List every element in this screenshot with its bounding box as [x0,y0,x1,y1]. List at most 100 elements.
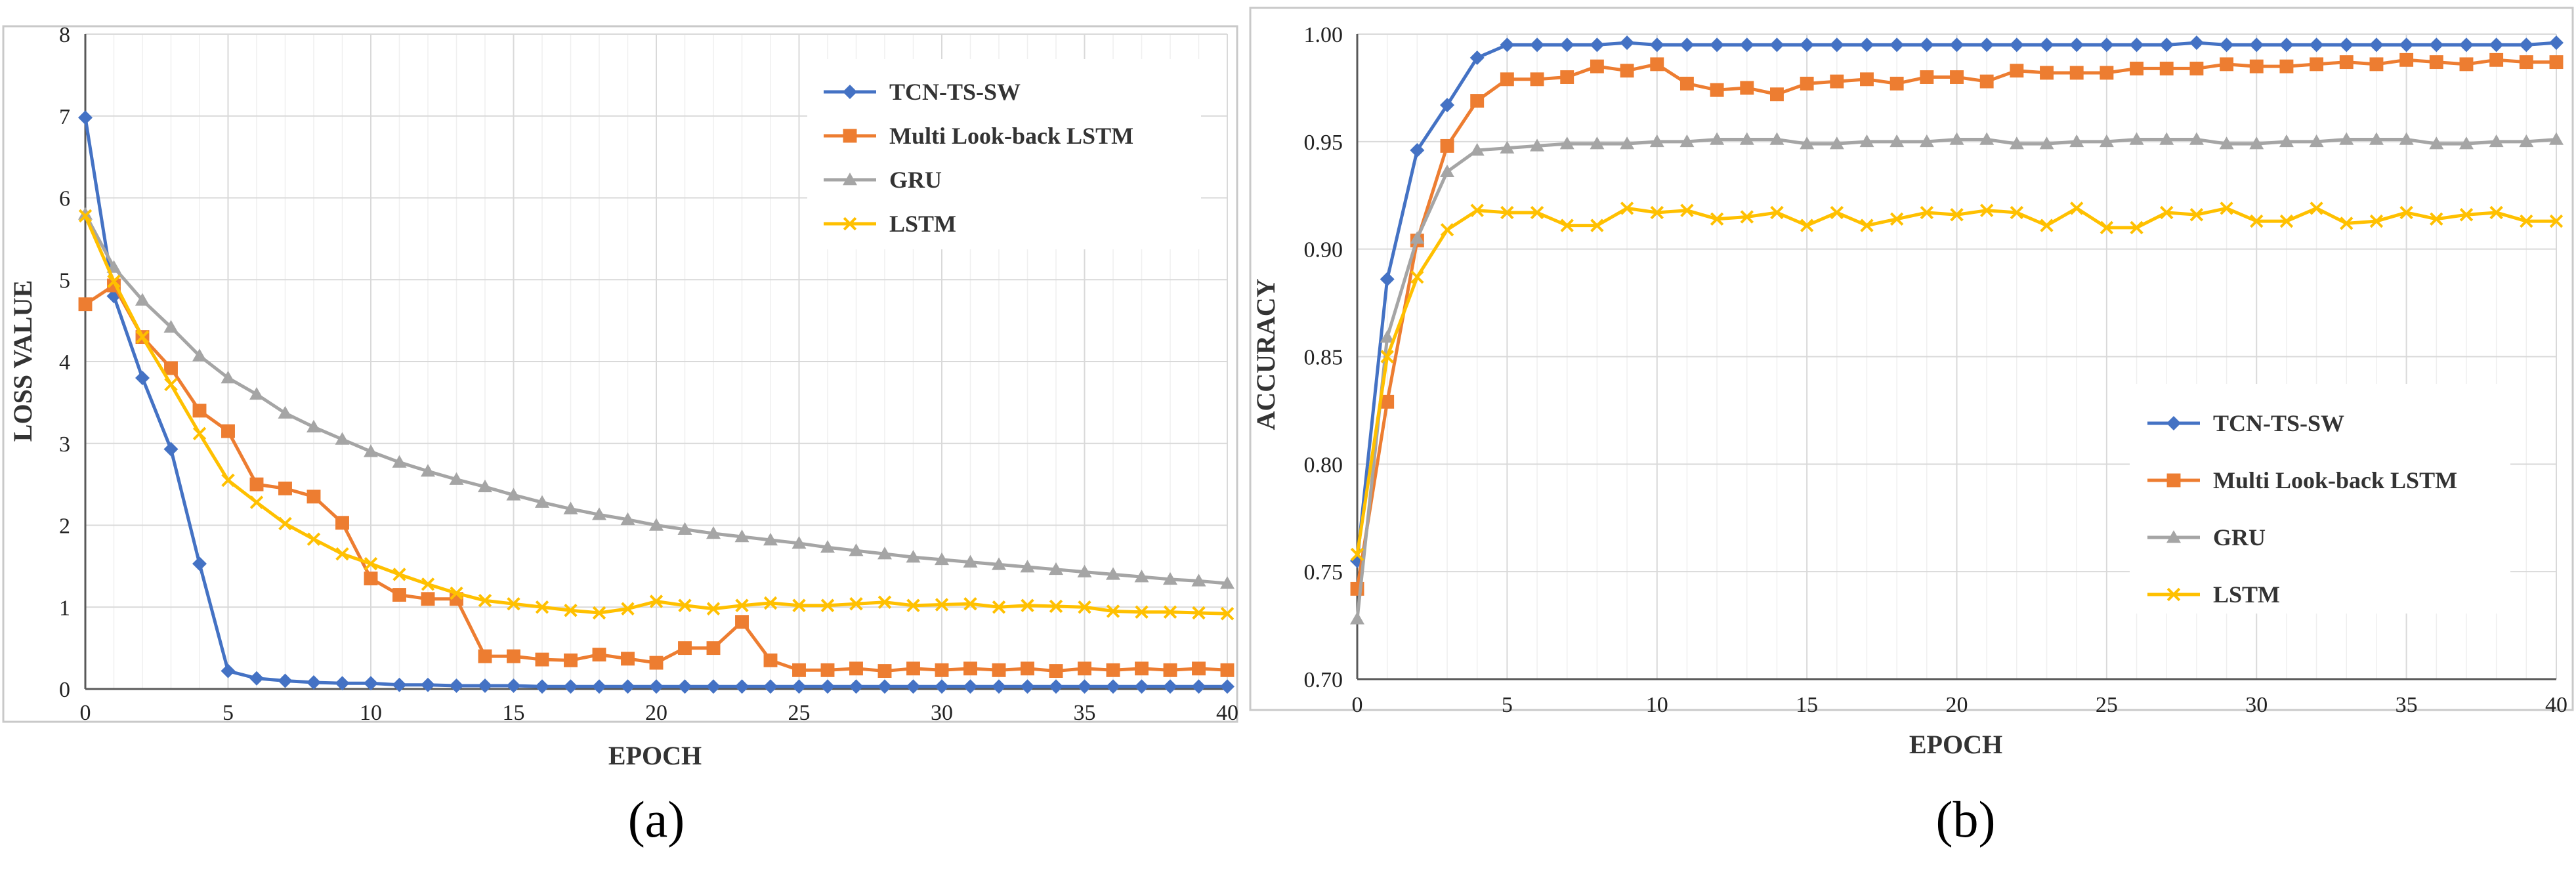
data-point [478,479,492,493]
data-point [820,679,835,694]
data-point [2489,37,2504,52]
series-lstm [78,209,1235,621]
data-point [1192,661,1206,676]
legend-label: LSTM [2213,581,2280,608]
x-tick-label: 0 [80,701,91,725]
data-point [2166,473,2181,488]
data-point [535,495,549,508]
data-point [1890,134,1905,148]
data-point [107,274,121,288]
x-tick-label: 10 [360,701,382,725]
data-point [706,679,721,694]
data-point [963,661,977,676]
data-point [1560,219,1574,232]
data-point [2459,136,2474,150]
y-tick-label: 0.85 [1304,346,1343,370]
legend-label: LSTM [889,211,956,237]
data-point [734,679,750,694]
data-point [1620,201,1634,215]
data-point [1979,203,1994,217]
x-tick-label: 0 [1352,693,1363,717]
data-point [2099,37,2114,52]
data-point [392,568,406,581]
data-point [1649,134,1664,148]
data-point [1590,136,1605,150]
data-point [421,577,435,591]
tick-labels: 0 5 10 15 20 25 30 35 40 0 1 2 3 4 5 6 7 8 [59,23,1238,725]
data-point [2399,52,2414,67]
data-point [935,598,949,612]
data-point [506,678,521,694]
x-tick-label: 15 [1796,693,1818,717]
data-point [935,663,949,677]
data-point [1106,679,1120,694]
data-point [1470,94,1485,108]
data-point [1920,205,1934,220]
data-point [2219,37,2234,52]
data-point [1890,76,1904,91]
data-point [843,85,857,99]
data-point [1710,37,1725,52]
data-point [2100,66,2114,80]
data-point [763,653,778,667]
data-point [192,427,207,440]
data-point [1410,231,1425,244]
data-point [306,675,321,690]
data-point [2040,66,2054,80]
data-point [478,649,492,663]
data-point [1710,212,1724,226]
data-point [2279,214,2294,228]
data-point [478,594,492,608]
data-point [592,648,606,662]
data-point [1770,87,1784,102]
data-point [335,516,349,530]
data-point [1859,134,1874,148]
data-point [1890,212,1904,226]
data-point [1021,661,1034,676]
data-point [1680,203,1694,217]
data-point [2189,132,2204,145]
data-point [421,677,435,692]
data-point [1163,679,1177,694]
data-point [2069,66,2084,80]
data-point [564,653,578,667]
data-point [1560,70,1574,84]
data-point [734,529,750,543]
data-point [2039,37,2054,52]
data-point [649,679,664,694]
data-point [364,556,378,571]
legend-label: GRU [889,167,942,193]
data-point [1530,72,1544,87]
data-point [792,598,806,612]
data-point [1919,134,1934,148]
data-point [535,679,549,694]
data-point [535,600,549,614]
data-point [1890,37,1905,52]
data-point [1077,564,1092,577]
data-point [2010,205,2024,220]
data-point [2399,205,2413,220]
data-point [2430,212,2443,226]
data-point [2039,136,2054,150]
data-point [649,656,664,670]
data-point [2100,220,2114,235]
chart-a: 0 5 10 15 20 25 30 35 40 0 1 2 3 4 5 6 7 8 EPOCH LOSS VALUE… [2,23,1238,848]
data-point [2040,219,2054,232]
data-point [1500,37,1515,52]
data-point [1049,562,1063,575]
data-point [306,532,321,546]
y-tick-label: 7 [59,105,70,129]
data-point [1679,76,1694,91]
x-tick-label: 25 [788,701,811,725]
data-point [1135,661,1149,676]
data-point [592,606,606,620]
data-point [1440,164,1455,177]
data-point [849,597,863,611]
data-point [1740,81,1754,95]
data-point [2010,64,2024,78]
data-point [364,572,378,586]
data-point [2369,132,2384,145]
data-point [2549,214,2564,228]
data-point [221,424,235,438]
x-tick-label: 5 [1502,693,1513,717]
